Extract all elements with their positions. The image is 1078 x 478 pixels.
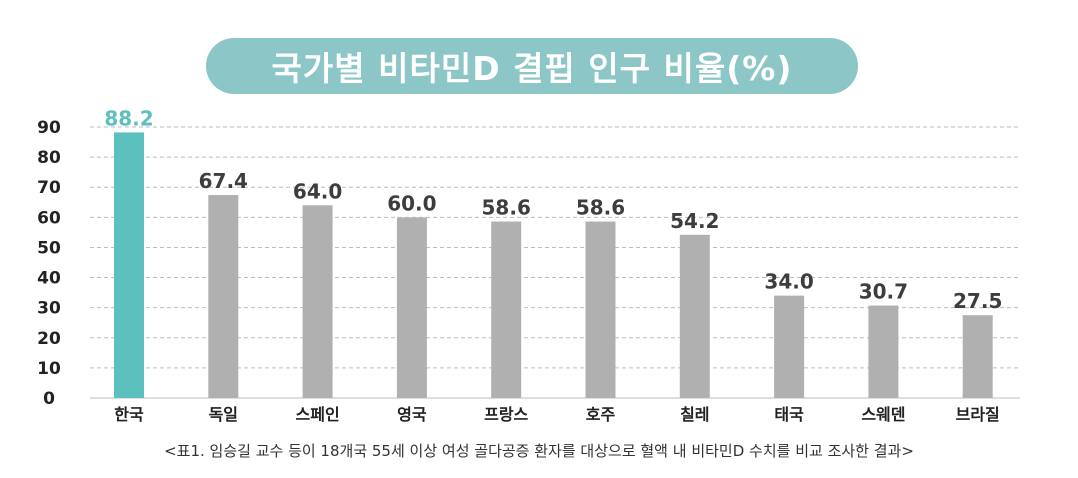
bar (868, 305, 899, 398)
x-tick-label: 독일 (209, 405, 238, 424)
bar (491, 221, 522, 398)
y-tick-label: 10 (37, 359, 61, 379)
data-label: 60.0 (387, 191, 436, 215)
bar (774, 295, 805, 398)
bar (585, 221, 616, 398)
data-label: 58.6 (482, 196, 531, 220)
data-label: 54.2 (670, 209, 719, 233)
x-tick-label: 스페인 (296, 405, 340, 424)
x-tick-label: 스웨덴 (861, 405, 905, 424)
x-axis-ticks: 한국 독일 스페인 영국 프랑스 호주 칠레 태국 스웨덴 브라질 (114, 405, 1000, 424)
value-labels: 88.2 67.4 64.0 60.0 58.6 58.6 54.2 34.0 30.7 27.5 (104, 106, 1002, 313)
x-tick-label: 영국 (397, 405, 427, 424)
data-label: 88.2 (104, 106, 153, 130)
x-tick-label: 태국 (774, 405, 804, 424)
bar (396, 217, 427, 398)
y-axis-ticks: 0 10 20 30 40 50 60 70 80 90 (37, 118, 61, 409)
grid-lines (90, 126, 1020, 399)
bar (962, 315, 993, 398)
data-label: 58.6 (576, 196, 625, 220)
y-tick-label: 90 (37, 118, 61, 138)
y-tick-label: 30 (37, 299, 61, 319)
x-tick-label: 브라질 (956, 405, 1000, 424)
x-tick-label: 한국 (114, 405, 144, 424)
chart-caption: <표1. 임승길 교수 등이 18개국 55세 이상 여성 골다공증 환자를 대… (164, 442, 914, 460)
chart-title: 국가별 비타민D 결핍 인구 비율(%) (206, 38, 858, 94)
data-label: 34.0 (764, 270, 813, 294)
y-tick-label: 20 (37, 329, 61, 349)
bar (302, 205, 333, 398)
y-tick-label: 80 (37, 148, 61, 168)
bar (114, 132, 144, 399)
data-label: 64.0 (293, 179, 342, 203)
y-tick-label: 0 (43, 389, 55, 409)
data-label: 30.7 (859, 280, 908, 304)
y-tick-label: 40 (37, 269, 61, 289)
bars (114, 132, 993, 399)
x-tick-label: 호주 (586, 405, 616, 424)
bar (679, 234, 710, 398)
x-tick-label: 프랑스 (484, 405, 528, 424)
y-tick-label: 50 (37, 238, 61, 258)
y-tick-label: 60 (37, 208, 61, 228)
bar (208, 195, 239, 398)
y-tick-label: 70 (37, 178, 61, 198)
data-label: 27.5 (953, 289, 1002, 313)
x-tick-label: 칠레 (680, 405, 709, 424)
data-label: 67.4 (199, 169, 248, 193)
